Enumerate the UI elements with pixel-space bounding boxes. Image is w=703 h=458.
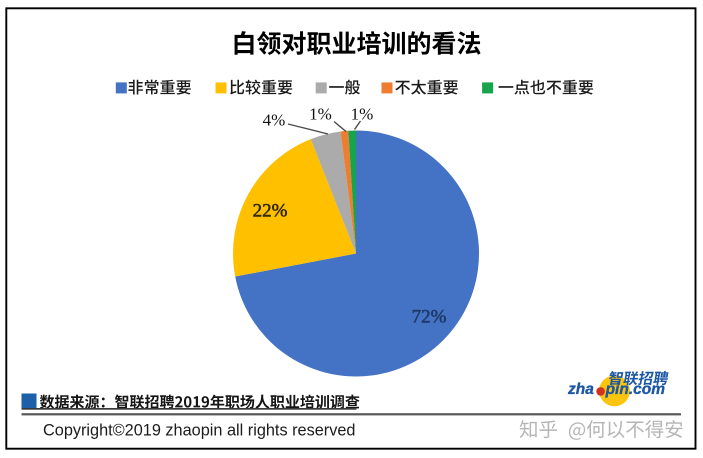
- svg-text:pin.com: pin.com: [605, 381, 666, 398]
- svg-text:zha: zha: [567, 381, 594, 398]
- svg-text:22%: 22%: [253, 201, 288, 222]
- svg-text:Copyright©2019 zhaopin all rig: Copyright©2019 zhaopin all rights reserv…: [43, 422, 355, 440]
- svg-text:1%: 1%: [309, 105, 332, 124]
- svg-text:72%: 72%: [412, 307, 447, 328]
- svg-text:1%: 1%: [351, 105, 374, 124]
- svg-text:4%: 4%: [263, 111, 286, 130]
